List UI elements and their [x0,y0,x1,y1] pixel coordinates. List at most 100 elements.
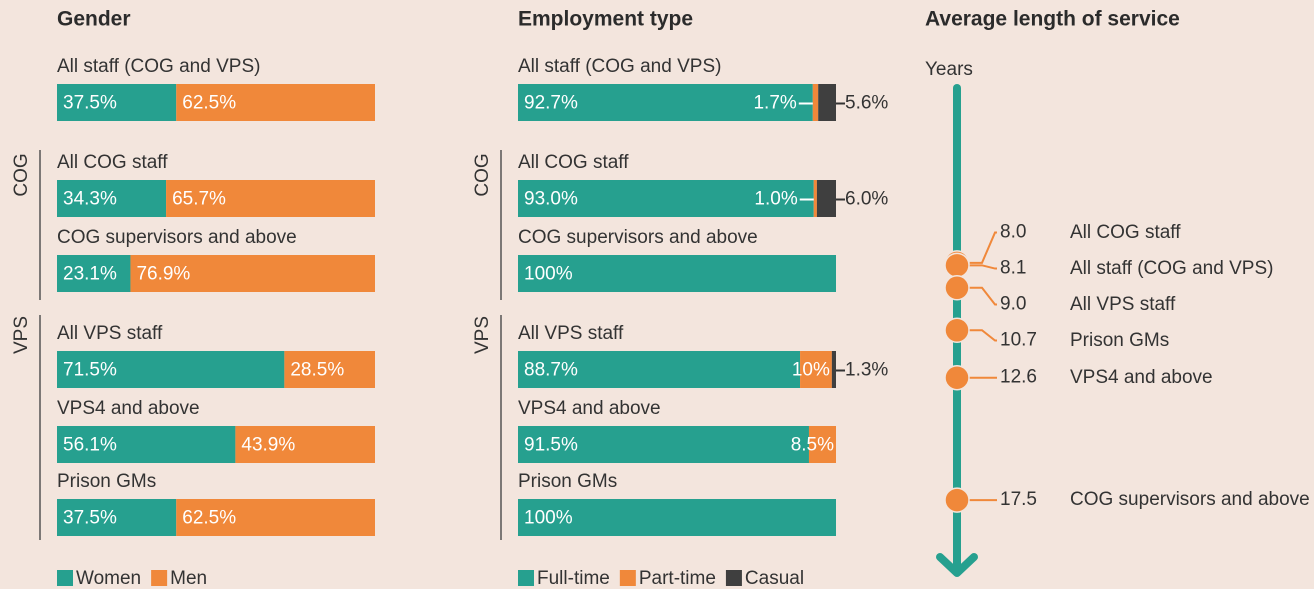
bar-segment [57,426,236,463]
legend-swatch [57,570,73,586]
dot [944,275,970,301]
value-label: 10% [792,360,830,381]
bar-segment [808,426,836,463]
group-label: VPS [472,316,493,354]
legend-swatch [725,570,742,586]
category-label: All VPS staff [57,323,163,344]
value-label: 56.1% [63,435,117,456]
category-label: VPS4 and above [518,398,661,419]
bar-segment [518,180,814,217]
category-label: COG supervisors and above [518,227,758,248]
category-label: Prison GMs [1070,329,1170,351]
chart-title: Gender [57,8,131,31]
category-label: All VPS staff [518,323,624,344]
value-label: 28.5% [290,360,344,381]
value-label: 37.5% [63,508,117,529]
value-label: 88.7% [524,360,578,381]
category-label: COG supervisors and above [57,227,297,248]
bar-segment [518,426,809,463]
value-label: 62.5% [182,508,236,529]
dot [944,317,970,344]
legend-label: Part-time [639,568,716,589]
leader-line [967,286,997,306]
bar-segment [166,180,375,217]
category-label: All staff (COG and VPS) [57,56,260,77]
bar-segment [57,84,177,121]
leader-line [967,329,997,342]
value-label: 10.7 [1000,330,1037,351]
bar-segment [831,351,836,388]
value-label: 6.0% [845,189,888,210]
value-label: 71.5% [63,360,117,381]
value-label: 43.9% [241,435,295,456]
value-label: 37.5% [63,93,117,114]
axis-arrow [936,553,978,577]
value-label: 23.1% [63,264,117,285]
legend-swatch [518,570,534,586]
value-label: 9.0 [1000,294,1026,315]
value-label: 8.5% [791,435,834,456]
category-label: VPS4 and above [1070,366,1213,388]
value-label: 8.0 [1000,222,1026,243]
leader-line [967,264,997,270]
legend-label: Men [170,568,207,589]
value-label: 17.5 [1000,489,1037,510]
bar-segment [518,499,836,536]
category-label: All staff (COG and VPS) [1070,257,1274,279]
value-label: 100% [524,264,573,285]
value-label: 100% [524,508,573,529]
category-label: Prison GMs [518,471,617,492]
category-label: All COG staff [57,152,168,173]
category-label: All VPS staff [1070,293,1176,315]
legend-swatch [151,570,168,586]
bar-segment [818,84,836,121]
category-label: All COG staff [1070,221,1181,243]
bar-segment [57,180,167,217]
value-label: 1.3% [845,360,888,381]
bar-segment [57,499,177,536]
category-label: All COG staff [518,152,629,173]
value-label: 8.1 [1000,258,1026,279]
chart-title: Employment type [518,8,693,31]
dot [944,252,970,279]
legend-label: Full-time [537,568,610,589]
bar-segment [235,426,375,463]
legend-swatch [619,570,636,586]
bar-segment [816,180,836,217]
value-label: 76.9% [136,264,190,285]
legend-label: Casual [745,568,804,589]
bar-segment [518,84,813,121]
bar-segment [176,499,375,536]
value-label: 12.6 [1000,367,1037,388]
value-label: 1.7% [753,93,796,114]
category-label: Prison GMs [57,471,156,492]
value-label: 34.3% [63,189,117,210]
bar-segment [57,255,131,292]
bar-segment [176,84,375,121]
bar-segment [130,255,375,292]
value-label: 92.7% [524,93,578,114]
group-label: VPS [11,316,32,354]
category-label: COG supervisors and above [1070,489,1310,511]
dot [944,487,970,513]
value-label: 65.7% [172,189,226,210]
category-label: All staff (COG and VPS) [518,56,721,77]
bar-segment [284,351,375,388]
bar-segment [57,351,285,388]
chart-title: Average length of service [925,8,1180,31]
leader-line [967,231,997,264]
value-label: 91.5% [524,435,578,456]
legend-label: Women [76,568,141,589]
bar-segment [812,84,819,121]
value-label: 1.0% [754,189,797,210]
value-label: 62.5% [182,93,236,114]
bar-segment [518,351,801,388]
axis-label: Years [925,59,973,80]
value-label: 5.6% [845,93,888,114]
category-label: VPS4 and above [57,398,200,419]
bar-segment [518,255,836,292]
value-label: 93.0% [524,189,578,210]
dot [944,364,970,391]
